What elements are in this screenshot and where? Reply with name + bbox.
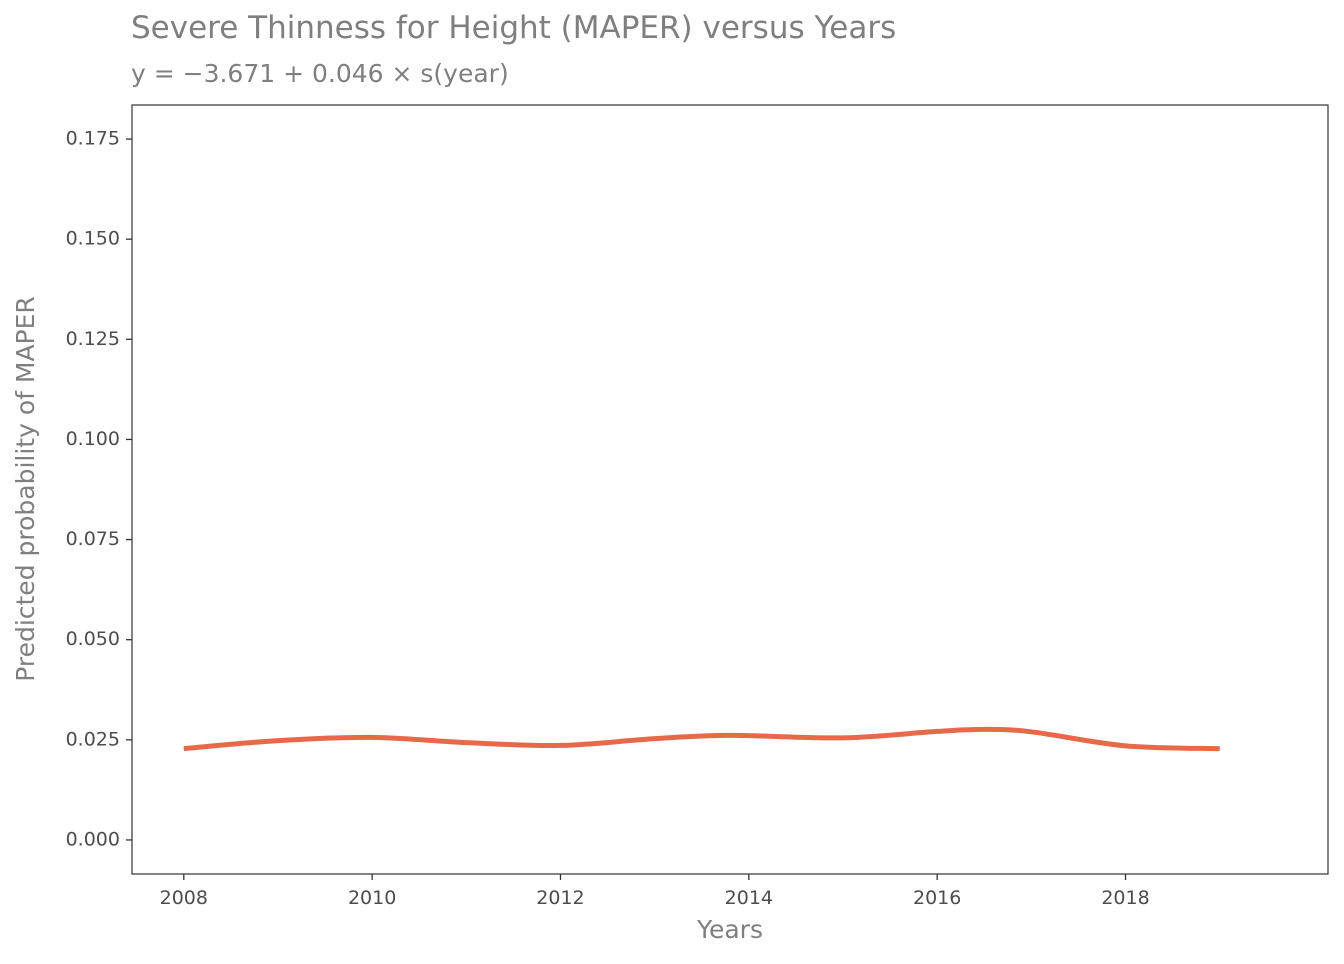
- y-tick-label: 0.000: [66, 828, 120, 850]
- y-tick-label: 0.050: [66, 628, 120, 650]
- x-tick-label: 2012: [536, 887, 584, 909]
- x-tick-label: 2010: [348, 887, 396, 909]
- x-axis: 2008 2010 2012 2014 2016 2018: [160, 874, 1150, 909]
- series-line: [183, 726, 1220, 752]
- x-tick-label: 2014: [725, 887, 773, 909]
- y-tick-label: 0.025: [66, 728, 120, 750]
- chart-subtitle: y = −3.671 + 0.046 × s(year): [131, 59, 509, 88]
- x-tick-label: 2018: [1101, 887, 1149, 909]
- y-axis: 0.000 0.025 0.050 0.075 0.100 0.125 0.150 0.175: [66, 128, 132, 850]
- x-tick-label: 2016: [913, 887, 961, 909]
- series-layer: [183, 726, 1220, 752]
- y-tick-label: 0.075: [66, 528, 120, 550]
- chart-title: Severe Thinness for Height (MAPER) versu…: [131, 10, 896, 46]
- y-tick-label: 0.175: [66, 128, 120, 150]
- y-tick-label: 0.100: [66, 428, 120, 450]
- y-axis-title: Predicted probability of MAPER: [11, 296, 40, 682]
- y-tick-label: 0.125: [66, 328, 120, 350]
- x-tick-label: 2008: [160, 887, 208, 909]
- x-axis-title: Years: [696, 915, 763, 944]
- plot-panel: [131, 104, 1329, 875]
- y-tick-label: 0.150: [66, 228, 120, 250]
